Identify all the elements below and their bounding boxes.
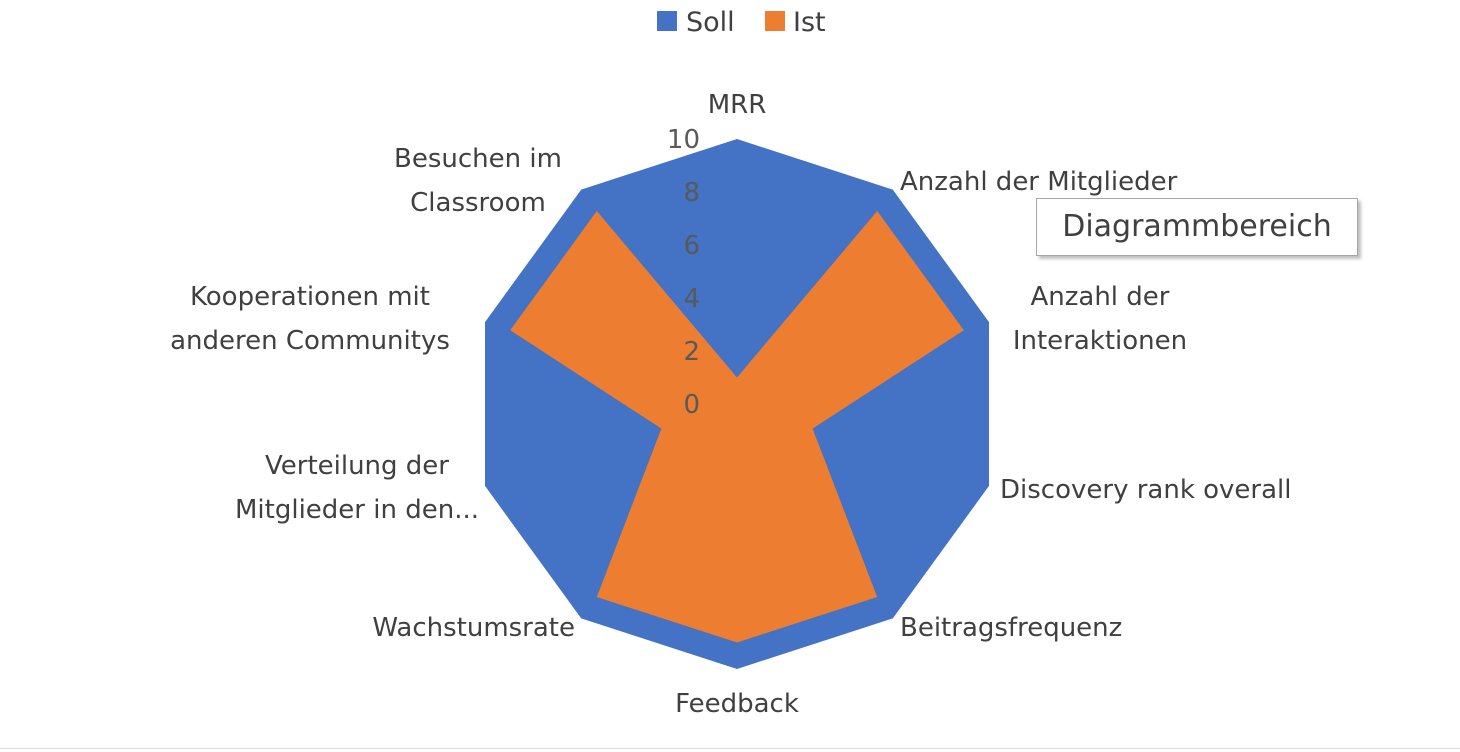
category-label: Discovery rank overall	[1000, 475, 1292, 505]
legend-label-ist: Ist	[793, 7, 826, 38]
divider	[0, 748, 1460, 749]
category-label: Wachstumsrate	[372, 613, 575, 643]
radial-axis-ticks: 0 2 4 6 8 10	[667, 125, 700, 420]
category-label: Beitragsfrequenz	[900, 613, 1122, 643]
radial-tick-label: 2	[683, 337, 700, 367]
category-label: Verteilung der Mitglieder in den...	[235, 451, 479, 525]
radial-tick-label: 10	[667, 125, 700, 155]
category-labels: MRR Anzahl der Mitglieder Anzahl der Intera…	[170, 90, 1291, 719]
legend-swatch-ist	[765, 11, 785, 31]
chart-area-tooltip: Diagrammbereich	[1036, 198, 1358, 256]
legend-label-soll: Soll	[686, 7, 735, 38]
radial-tick-label: 0	[683, 390, 700, 420]
category-label: MRR	[708, 90, 767, 120]
legend: Soll Ist	[657, 7, 826, 38]
legend-swatch-soll	[657, 11, 677, 31]
series-layer	[485, 139, 989, 669]
radial-tick-label: 8	[683, 178, 700, 208]
radial-tick-label: 6	[683, 231, 700, 261]
category-label: Feedback	[675, 689, 799, 719]
series-area-ist	[510, 211, 964, 643]
radial-tick-label: 4	[683, 284, 700, 314]
category-label: Besuchen im Classroom	[394, 144, 562, 218]
category-label: Anzahl der Interaktionen	[1013, 282, 1187, 356]
category-label: Anzahl der Mitglieder	[900, 167, 1178, 197]
category-label: Kooperationen mit anderen Communitys	[170, 282, 450, 356]
